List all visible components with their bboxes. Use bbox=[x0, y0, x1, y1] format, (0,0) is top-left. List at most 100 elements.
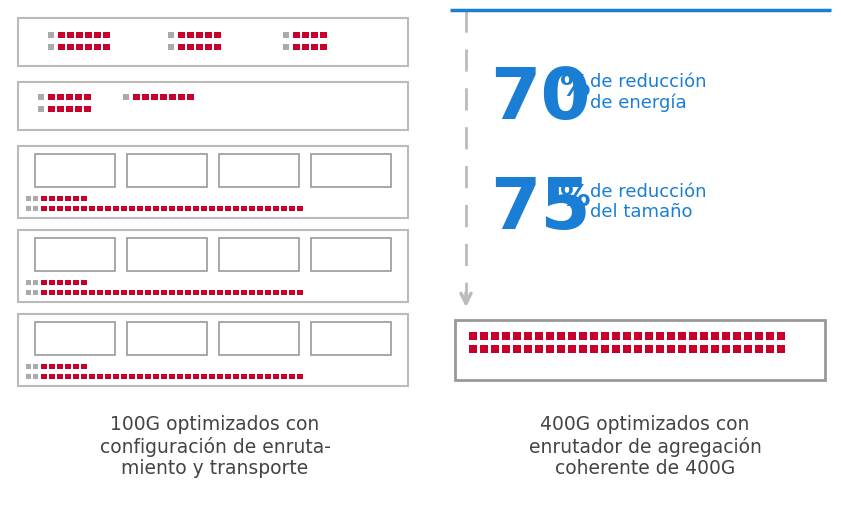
Bar bbox=[568, 345, 576, 353]
Bar bbox=[41, 196, 47, 201]
Bar bbox=[289, 206, 295, 211]
Bar bbox=[161, 290, 167, 295]
Bar bbox=[217, 374, 223, 379]
Bar bbox=[225, 206, 231, 211]
Text: 75: 75 bbox=[490, 175, 590, 244]
Bar bbox=[297, 374, 303, 379]
Bar bbox=[94, 44, 101, 50]
Bar bbox=[733, 345, 741, 353]
Text: coherente de 400G: coherente de 400G bbox=[555, 459, 735, 478]
Bar bbox=[185, 206, 191, 211]
Bar bbox=[590, 332, 598, 340]
Bar bbox=[41, 206, 47, 211]
Bar bbox=[49, 364, 55, 369]
Bar bbox=[219, 238, 299, 271]
Bar bbox=[678, 345, 686, 353]
Bar bbox=[297, 206, 303, 211]
Bar bbox=[123, 94, 129, 100]
Bar bbox=[233, 290, 239, 295]
Bar bbox=[293, 32, 300, 38]
Bar bbox=[579, 332, 587, 340]
Bar bbox=[73, 206, 79, 211]
Bar bbox=[35, 154, 115, 187]
Bar bbox=[76, 44, 83, 50]
Bar bbox=[178, 94, 185, 100]
Bar bbox=[557, 345, 565, 353]
Bar bbox=[557, 332, 565, 340]
Bar bbox=[177, 374, 183, 379]
Bar bbox=[201, 290, 207, 295]
Bar bbox=[57, 106, 64, 112]
Bar bbox=[137, 290, 143, 295]
Bar bbox=[480, 332, 488, 340]
Bar bbox=[103, 32, 110, 38]
Bar bbox=[85, 32, 92, 38]
Bar bbox=[233, 206, 239, 211]
Bar bbox=[777, 332, 785, 340]
Bar bbox=[89, 290, 95, 295]
Bar bbox=[73, 290, 79, 295]
Text: %: % bbox=[560, 73, 590, 102]
Bar bbox=[153, 290, 159, 295]
Bar bbox=[273, 374, 279, 379]
Bar bbox=[169, 290, 175, 295]
Bar bbox=[65, 206, 71, 211]
Bar bbox=[105, 374, 111, 379]
Bar bbox=[48, 106, 55, 112]
Bar bbox=[127, 322, 207, 355]
Bar bbox=[689, 345, 697, 353]
Bar bbox=[601, 345, 609, 353]
Bar bbox=[38, 94, 44, 100]
Bar bbox=[73, 280, 79, 285]
Bar bbox=[66, 94, 73, 100]
Bar bbox=[196, 32, 203, 38]
Bar bbox=[193, 290, 199, 295]
Bar bbox=[49, 290, 55, 295]
Bar bbox=[678, 332, 686, 340]
Bar bbox=[193, 206, 199, 211]
Bar bbox=[257, 206, 263, 211]
Bar bbox=[178, 44, 185, 50]
Bar bbox=[169, 94, 176, 100]
Bar bbox=[766, 345, 774, 353]
Bar bbox=[26, 206, 31, 211]
Bar bbox=[65, 280, 71, 285]
Bar bbox=[113, 290, 119, 295]
Bar bbox=[94, 32, 101, 38]
Bar bbox=[168, 32, 174, 38]
Bar bbox=[623, 345, 631, 353]
Bar bbox=[105, 206, 111, 211]
Bar bbox=[26, 364, 31, 369]
Bar bbox=[700, 332, 708, 340]
Bar bbox=[153, 206, 159, 211]
Bar bbox=[311, 44, 318, 50]
Bar bbox=[58, 32, 65, 38]
Text: enrutador de agregación: enrutador de agregación bbox=[528, 437, 761, 457]
Bar bbox=[103, 44, 110, 50]
Bar bbox=[26, 196, 31, 201]
Bar bbox=[281, 206, 287, 211]
Bar bbox=[187, 44, 194, 50]
Bar bbox=[161, 374, 167, 379]
Bar bbox=[121, 374, 127, 379]
Bar bbox=[469, 332, 477, 340]
Bar bbox=[113, 206, 119, 211]
Bar bbox=[546, 332, 554, 340]
Bar bbox=[219, 154, 299, 187]
Bar bbox=[196, 44, 203, 50]
Bar bbox=[49, 206, 55, 211]
Bar bbox=[535, 332, 543, 340]
Bar bbox=[177, 206, 183, 211]
Bar bbox=[73, 196, 79, 201]
Bar bbox=[700, 345, 708, 353]
Bar bbox=[33, 280, 38, 285]
Bar bbox=[127, 238, 207, 271]
Bar bbox=[233, 374, 239, 379]
Bar bbox=[265, 290, 271, 295]
Bar bbox=[142, 94, 149, 100]
Bar bbox=[766, 332, 774, 340]
Bar bbox=[49, 196, 55, 201]
Bar bbox=[67, 44, 74, 50]
Bar bbox=[281, 374, 287, 379]
Bar bbox=[75, 94, 82, 100]
